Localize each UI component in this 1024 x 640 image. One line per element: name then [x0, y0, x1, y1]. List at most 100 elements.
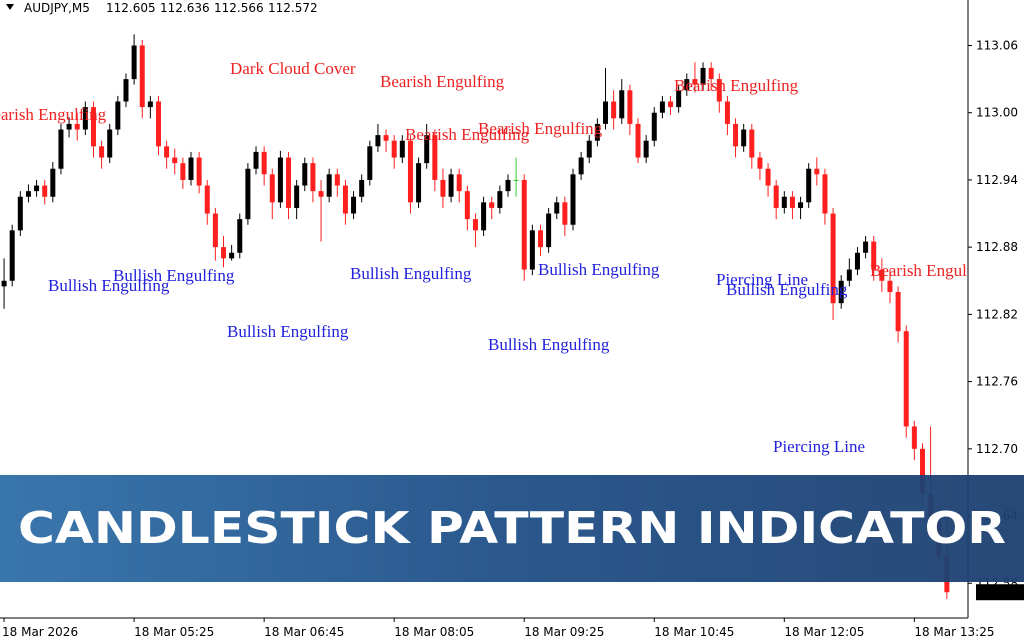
- candle-body: [188, 157, 194, 180]
- candle-body: [383, 135, 389, 141]
- pattern-label: Bullish Engulfing: [113, 266, 235, 285]
- candle-body: [546, 213, 552, 248]
- candle-body: [196, 157, 202, 186]
- candle-body: [58, 129, 64, 169]
- candle-body: [245, 168, 251, 220]
- candle-body: [594, 123, 600, 141]
- x-tick-label: 18 Mar 09:25: [524, 625, 604, 639]
- candle-body: [123, 79, 129, 102]
- candle-body: [172, 157, 178, 164]
- candle-body: [367, 146, 373, 180]
- y-tick-label: 112.70: [976, 442, 1018, 456]
- candle-body: [286, 157, 292, 208]
- candle-body: [733, 123, 739, 147]
- candle-body: [529, 230, 535, 270]
- pattern-label: Bearish Engulfing: [674, 76, 799, 95]
- candle-body: [432, 135, 438, 180]
- candle-body: [798, 202, 804, 208]
- candle-body: [749, 129, 755, 158]
- x-tick-label: 18 Mar 08:05: [394, 625, 474, 639]
- candle-body: [139, 45, 145, 108]
- pattern-label: Bullish Engulfing: [227, 322, 349, 341]
- candle-body: [789, 196, 795, 208]
- candle-body: [603, 101, 609, 124]
- candle-body: [164, 146, 170, 158]
- pattern-label: Piercing Line: [716, 270, 808, 289]
- candle-body: [1, 280, 7, 287]
- candle-body: [66, 123, 72, 130]
- candle-body: [919, 448, 925, 494]
- candle-body: [765, 168, 771, 186]
- candle-body: [676, 90, 682, 108]
- header: AUDJPY,M5 112.605 112.636 112.566 112.57…: [6, 1, 318, 15]
- x-tick-label: 18 Mar 12:05: [784, 625, 864, 639]
- candle-body: [505, 179, 511, 192]
- x-tick-label: 18 Mar 06:45: [264, 625, 344, 639]
- candle-body: [513, 179, 519, 181]
- candle-body: [846, 269, 852, 281]
- candle-body: [570, 174, 576, 225]
- candle-body: [668, 101, 674, 108]
- candle-body: [74, 123, 80, 130]
- candle-body: [814, 168, 820, 175]
- pattern-label: Bullish Engulfing: [350, 264, 472, 283]
- candle-body: [611, 101, 617, 119]
- banner: CANDLESTICK PATTERN INDICATOR: [0, 475, 1024, 582]
- candle-body: [708, 67, 714, 80]
- candle-body: [375, 135, 381, 147]
- candle-body: [399, 140, 405, 158]
- x-tick-label: 18 Mar 2026: [2, 625, 78, 639]
- candle-body: [237, 219, 243, 253]
- candle-body: [50, 168, 56, 197]
- candle-body: [895, 291, 901, 332]
- candle-body: [269, 174, 275, 203]
- candle-body: [147, 101, 153, 108]
- candle-body: [838, 280, 844, 304]
- x-tick-label: 18 Mar 10:45: [654, 625, 734, 639]
- pattern-label: Bullish Engulfing: [726, 280, 848, 299]
- candle-body: [716, 79, 722, 102]
- candle-body: [318, 191, 324, 197]
- pattern-label: Bearish Engulfing: [380, 72, 505, 91]
- banner-background: [0, 475, 1024, 582]
- candle-body: [25, 191, 31, 197]
- header-high: 112.636: [160, 1, 210, 15]
- candle-body: [440, 179, 446, 197]
- candle-body: [294, 185, 300, 208]
- y-tick-label: 112.94: [976, 173, 1018, 187]
- menu-arrow: [6, 4, 14, 10]
- candle-body: [180, 163, 186, 180]
- y-tick-label: 112.88: [976, 240, 1018, 254]
- candle-body: [277, 157, 283, 203]
- candle-body: [221, 247, 227, 259]
- candle-body: [9, 230, 15, 281]
- candle-body: [887, 280, 893, 292]
- pattern-label: Bearish Engulfing: [478, 119, 603, 138]
- candle-body: [82, 107, 88, 130]
- pattern-label: Piercing Line: [773, 437, 865, 456]
- candle-body: [497, 191, 503, 208]
- candle-body: [131, 45, 137, 80]
- candle-body: [107, 129, 113, 158]
- candle-body: [692, 79, 698, 85]
- candle-body: [684, 79, 690, 91]
- candle-body: [391, 140, 397, 158]
- candle-body: [472, 219, 478, 231]
- candle-body: [871, 241, 877, 270]
- candle-body: [635, 123, 641, 158]
- pattern-label: Bearish Engulfing: [0, 105, 107, 124]
- candle-body: [464, 191, 470, 220]
- header-close: 112.572: [268, 1, 318, 15]
- candle-body: [537, 230, 543, 248]
- y-tick-label: 112.76: [976, 375, 1018, 389]
- header-low: 112.566: [214, 1, 264, 15]
- pattern-label: Bearish Engulfing: [870, 261, 995, 280]
- candle-body: [253, 151, 259, 169]
- candle-body: [562, 202, 568, 225]
- candle-body: [741, 129, 747, 147]
- x-tick-label: 18 Mar 13:25: [914, 625, 994, 639]
- candle-body: [578, 157, 584, 175]
- candle-body: [326, 174, 332, 197]
- candle-body: [879, 269, 885, 281]
- candle-body: [204, 185, 210, 214]
